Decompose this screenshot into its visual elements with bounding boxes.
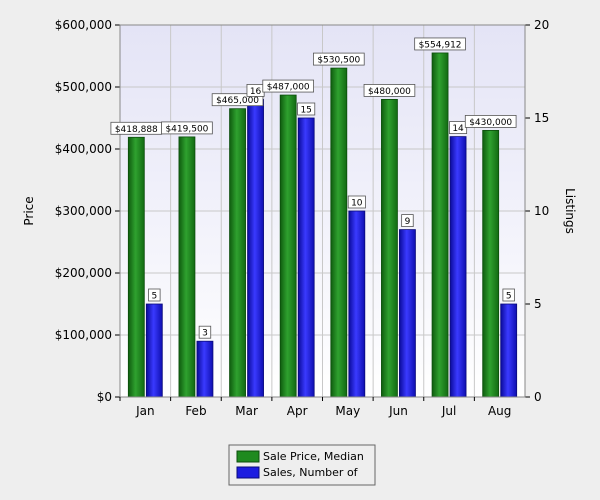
data-label-sales-count: 10 [351,199,363,209]
x-tick-label: Jan [135,404,155,418]
data-label-sale-price: $487,000 [267,83,310,93]
y-tick-label: $200,000 [55,266,112,280]
bar-sale-price [229,108,246,398]
data-label-sale-price: $465,000 [216,96,259,106]
bar-sales-count [247,99,264,398]
x-tick-label: Aug [488,404,511,418]
data-label-sales-count-box [347,195,366,209]
data-label-sale-price: $480,000 [368,87,411,97]
data-label-sale-price-box [161,121,213,135]
data-label-sales-count-box [148,288,161,302]
data-label-sales-count-box [401,214,414,228]
bar-sale-price [279,94,297,398]
y-tick-label: $100,000 [55,328,112,342]
y2-tick-label: 5 [534,297,542,311]
data-label-sales-count-box [297,102,316,116]
y2-axis-title: Listings [563,188,577,234]
data-label-sale-price-box [464,115,517,128]
bar-sales-count [145,303,163,398]
data-label-sales-count: 14 [452,124,464,134]
y-tick-label: $0 [97,390,112,404]
data-label-sales-count-box [502,288,515,302]
y-tick-label: $400,000 [55,142,112,156]
bar-sale-price [178,136,196,398]
legend: Sale Price, Median Sales, Number of [228,444,376,486]
legend-swatch-price [236,450,260,463]
y-axis-title: Price [22,196,36,225]
bar-sale-price [127,136,145,398]
y2-tick-label: 15 [534,111,549,125]
data-label-sale-price: $530,500 [317,56,360,66]
bar-sales-count [399,229,416,398]
axes: $0 $100,000 $200,000 $300,000 $400,000 $500,0… [55,18,550,418]
data-label-sales-count: 5 [506,292,512,302]
data-label-sales-count: 9 [405,217,411,227]
x-tick-label: Mar [235,404,258,418]
y-tick-label: $300,000 [55,204,112,218]
y-tick-label: $600,000 [55,18,112,32]
data-label-sales-count-box [198,325,212,339]
data-label-sales-count: 5 [151,292,157,302]
x-tick-label: Apr [287,404,308,418]
x-tick-label: Feb [185,404,206,418]
bar-sales-count [196,340,214,398]
data-label-sale-price: $554,912 [419,40,462,50]
bar-sale-price [330,67,348,398]
y2-tick-label: 20 [534,18,549,32]
legend-label-price: Sale Price, Median [263,450,364,463]
data-label-sales-count: 3 [202,329,208,339]
legend-swatch-sales [236,466,260,479]
x-tick-label: Jun [388,404,408,418]
bar-sales-count [500,303,518,398]
y2-tick-label: 10 [534,204,549,218]
x-tick-label: May [335,404,360,418]
data-label-sales-count: 15 [300,106,311,116]
bar-sales-count [297,117,315,398]
data-label-sales-count: 16 [250,87,262,97]
data-label-sale-price: $418,888 [115,125,158,135]
bar-sales-count [348,210,366,398]
bar-sale-price [482,129,500,398]
y2-tick-label: 0 [534,390,542,404]
data-label-sale-price: $419,500 [165,124,208,134]
data-label-sale-price-box [414,37,466,51]
bar-sale-price [381,99,398,398]
bar-sale-price [431,52,449,398]
legend-label-sales: Sales, Number of [263,466,359,479]
x-tick-label: Jul [441,404,456,418]
data-label-sale-price-box [262,79,314,93]
data-label-sale-price-box [363,84,416,97]
data-label-sale-price-box [313,52,365,66]
y-tick-label: $500,000 [55,80,112,94]
bar-sales-count [449,136,467,398]
data-label-sale-price: $430,000 [469,118,512,128]
